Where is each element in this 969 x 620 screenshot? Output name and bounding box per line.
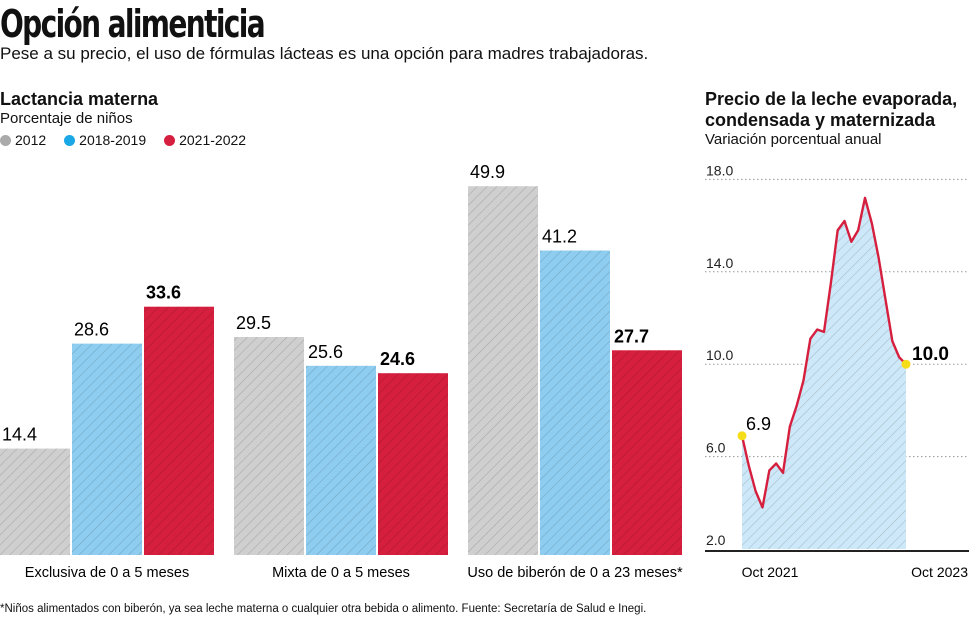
data-label: 33.6 [146, 283, 181, 303]
legend-item: 2018-2019 [64, 132, 146, 148]
data-label: 29.5 [236, 313, 271, 333]
x-tick-label: Oct 2023 [911, 564, 968, 580]
bar-hatch [378, 373, 448, 555]
page-subtitle: Pese a su precio, el uso de fórmulas lác… [0, 44, 649, 63]
bar-hatch [612, 350, 682, 555]
bar-hatch [306, 365, 376, 555]
line-chart-subtitle: Variación porcentual anual [705, 131, 882, 148]
legend-item: 2021-2022 [164, 132, 246, 148]
page-title: Opción alimenticia [0, 2, 266, 46]
category-label: Mixta de 0 a 5 meses [272, 565, 410, 581]
bar-hatch [72, 343, 142, 555]
legend-dot [0, 135, 11, 146]
legend-dot [164, 135, 176, 146]
category-label: Uso de biberón de 0 a 23 meses* [467, 565, 683, 581]
legend-label: 2021-2022 [179, 132, 247, 148]
y-tick-label: 18.0 [706, 162, 733, 178]
data-label: 49.9 [470, 162, 505, 182]
x-tick-label: Oct 2021 [742, 564, 799, 580]
bar-chart-subtitle: Porcentaje de niños [0, 110, 133, 127]
line-chart-title: Precio de la leche evaporada, condensada… [705, 89, 958, 130]
category-label: Exclusiva de 0 a 5 meses [25, 565, 189, 581]
bar-hatch [540, 250, 610, 556]
line-chart: 2.0 6.0 10.0 14.0 18.0 6.9 10.0 Oct 2021 Oct 202… [705, 162, 969, 580]
legend-item: 2012 [0, 132, 46, 148]
legend-dot [64, 135, 76, 146]
bar-hatch [234, 336, 304, 555]
data-label: 14.4 [2, 425, 37, 445]
data-label: 28.6 [74, 320, 109, 340]
footnote: *Niños alimentados con biberón, ya sea l… [0, 603, 647, 615]
area-hatch [742, 197, 906, 549]
annotation-first: 6.9 [746, 414, 771, 434]
data-label: 41.2 [542, 227, 577, 247]
y-tick-label: 14.0 [706, 255, 733, 271]
bar-hatch [0, 448, 70, 555]
data-label: 24.6 [380, 349, 415, 369]
legend-label: 2018-2019 [79, 132, 147, 148]
bar-hatch [468, 186, 538, 555]
data-label: 27.7 [614, 326, 649, 346]
marker-last [901, 359, 911, 369]
y-tick-label: 2.0 [706, 532, 726, 548]
y-tick-label: 10.0 [706, 347, 733, 363]
bar-hatch [144, 306, 214, 555]
bar-chart: 14.4 28.6 33.6 Exclusiva de 0 a 5 meses 29.5… [0, 162, 683, 581]
marker-first [737, 431, 747, 441]
legend: 2012 2018-2019 2021-2022 [0, 132, 246, 148]
data-label: 25.6 [308, 342, 343, 362]
series-line [740, 196, 907, 509]
y-tick-label: 6.0 [706, 440, 726, 456]
bar-chart-title: Lactancia materna [0, 89, 159, 109]
legend-label: 2012 [15, 132, 47, 148]
annotation-last: 10.0 [912, 344, 949, 365]
